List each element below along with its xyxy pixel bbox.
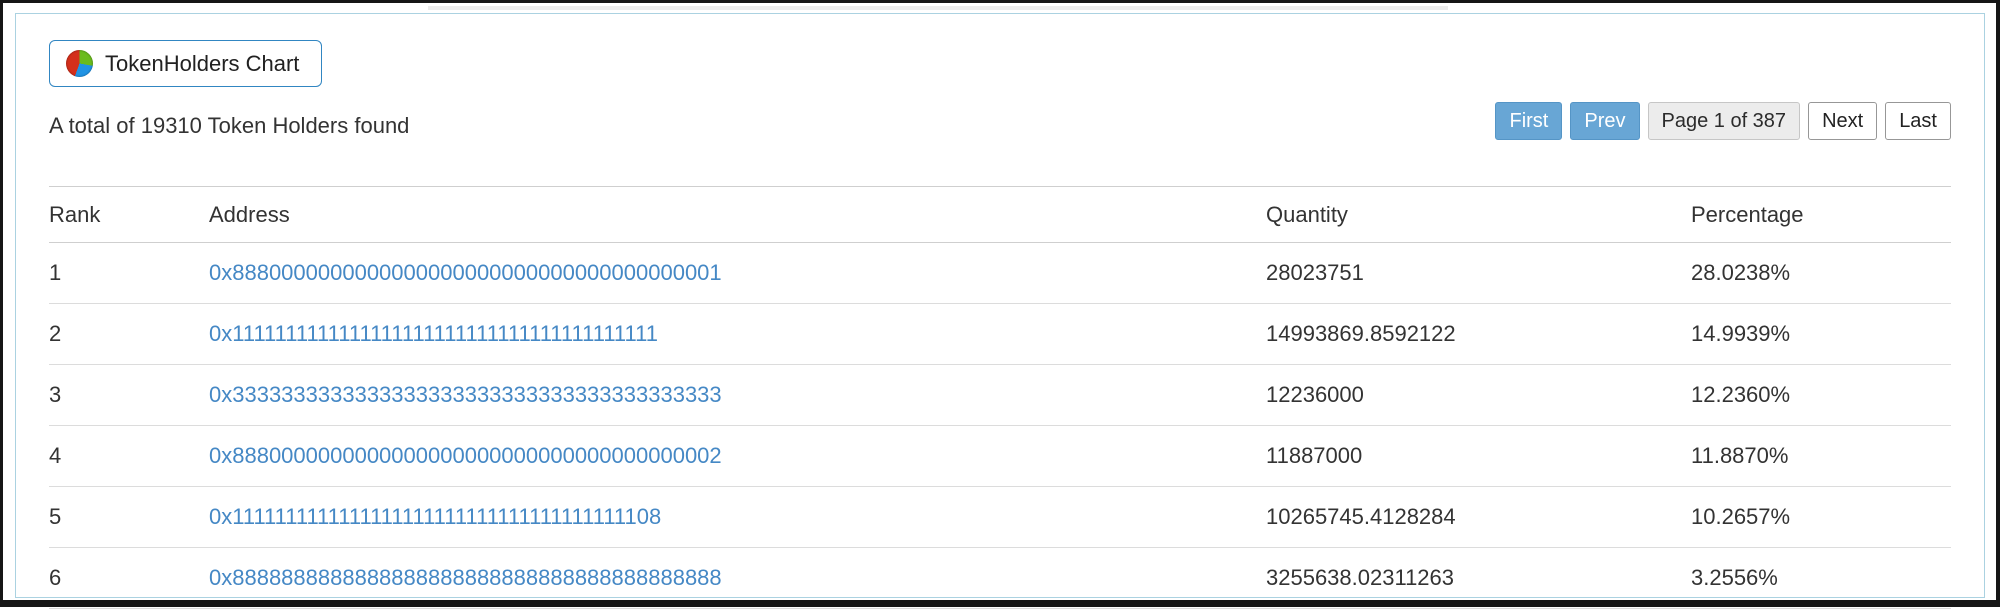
pagination: First Prev Page 1 of 387 Next Last bbox=[1495, 102, 1951, 140]
quantity-cell: 10265745.4128284 bbox=[1266, 487, 1691, 548]
token-holders-table: Rank Address Quantity Percentage 1 0x888… bbox=[49, 186, 1951, 609]
table-row: 5 0x111111111111111111111111111111111111… bbox=[49, 487, 1951, 548]
top-edge-artifact bbox=[428, 6, 1448, 10]
rank-cell: 4 bbox=[49, 426, 209, 487]
address-link[interactable]: 0x88800000000000000000000000000000000000… bbox=[209, 443, 722, 468]
column-header-percentage: Percentage bbox=[1691, 187, 1951, 243]
token-holders-panel: TokenHolders Chart A total of 19310 Toke… bbox=[15, 13, 1985, 598]
rank-cell: 6 bbox=[49, 548, 209, 609]
address-link[interactable]: 0x11111111111111111111111111111111111111… bbox=[209, 504, 661, 529]
prev-page-button[interactable]: Prev bbox=[1570, 102, 1639, 140]
percentage-cell: 10.2657% bbox=[1691, 487, 1951, 548]
rank-cell: 1 bbox=[49, 243, 209, 304]
chart-button-label: TokenHolders Chart bbox=[105, 51, 299, 77]
quantity-cell: 28023751 bbox=[1266, 243, 1691, 304]
table-row: 6 0x888888888888888888888888888888888888… bbox=[49, 548, 1951, 609]
rank-cell: 2 bbox=[49, 304, 209, 365]
quantity-cell: 3255638.02311263 bbox=[1266, 548, 1691, 609]
address-link[interactable]: 0x11111111111111111111111111111111111111… bbox=[209, 321, 658, 346]
percentage-cell: 3.2556% bbox=[1691, 548, 1951, 609]
address-link[interactable]: 0x88888888888888888888888888888888888888… bbox=[209, 565, 722, 590]
column-header-quantity: Quantity bbox=[1266, 187, 1691, 243]
address-link[interactable]: 0x88800000000000000000000000000000000000… bbox=[209, 260, 722, 285]
table-row: 3 0x333333333333333333333333333333333333… bbox=[49, 365, 1951, 426]
table-header-row: Rank Address Quantity Percentage bbox=[49, 187, 1951, 243]
page-status: Page 1 of 387 bbox=[1648, 102, 1801, 140]
next-page-button[interactable]: Next bbox=[1808, 102, 1877, 140]
percentage-cell: 11.8870% bbox=[1691, 426, 1951, 487]
first-page-button[interactable]: First bbox=[1495, 102, 1562, 140]
pie-chart-icon bbox=[66, 50, 93, 77]
rank-cell: 5 bbox=[49, 487, 209, 548]
quantity-cell: 14993869.8592122 bbox=[1266, 304, 1691, 365]
column-header-address: Address bbox=[209, 187, 1266, 243]
address-link[interactable]: 0x33333333333333333333333333333333333333… bbox=[209, 382, 722, 407]
quantity-cell: 12236000 bbox=[1266, 365, 1691, 426]
token-holders-chart-button[interactable]: TokenHolders Chart bbox=[49, 40, 322, 87]
table-row: 2 0x111111111111111111111111111111111111… bbox=[49, 304, 1951, 365]
column-header-rank: Rank bbox=[49, 187, 209, 243]
quantity-cell: 11887000 bbox=[1266, 426, 1691, 487]
percentage-cell: 12.2360% bbox=[1691, 365, 1951, 426]
percentage-cell: 28.0238% bbox=[1691, 243, 1951, 304]
rank-cell: 3 bbox=[49, 365, 209, 426]
last-page-button[interactable]: Last bbox=[1885, 102, 1951, 140]
table-row: 4 0x888000000000000000000000000000000000… bbox=[49, 426, 1951, 487]
table-row: 1 0x888000000000000000000000000000000000… bbox=[49, 243, 1951, 304]
percentage-cell: 14.9939% bbox=[1691, 304, 1951, 365]
